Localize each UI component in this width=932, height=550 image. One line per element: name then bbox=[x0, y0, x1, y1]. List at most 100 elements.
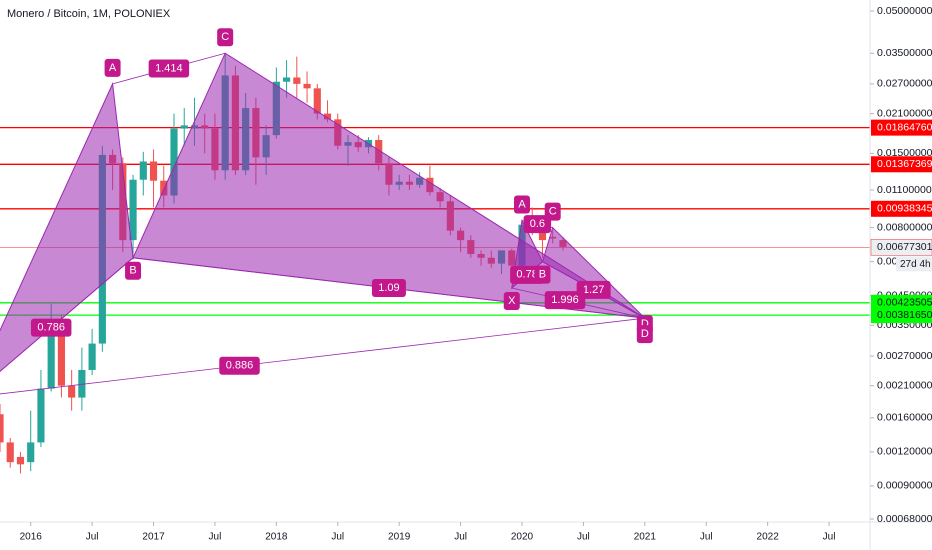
pattern-ratio-label: 0.886 bbox=[219, 356, 260, 375]
level-label: 0.01367369 bbox=[877, 158, 932, 170]
level-label: 0.00423505 bbox=[877, 297, 932, 309]
pattern-point-label-text: B bbox=[129, 265, 136, 277]
pattern-point-label-box bbox=[636, 325, 653, 344]
pattern-ratio-label-box bbox=[148, 59, 190, 78]
level-label: 0.00381650 bbox=[877, 309, 932, 321]
y-tick-label: 0.05000000 bbox=[877, 5, 932, 17]
y-tick-label: 0.02700000 bbox=[877, 78, 932, 90]
pattern-point-label-box bbox=[503, 292, 520, 311]
pattern-ratio-label-box bbox=[219, 356, 260, 375]
y-tick-label: 0.00160000 bbox=[877, 412, 932, 424]
x-tick-label: 2016 bbox=[20, 532, 43, 543]
level-label: 0.00938345 bbox=[877, 203, 932, 215]
level-label-box bbox=[871, 119, 932, 136]
pattern-point-label: C bbox=[544, 202, 561, 221]
y-tick-label: 0.00210000 bbox=[877, 380, 932, 392]
pattern-point-label: X bbox=[503, 292, 520, 311]
pattern-point-label: D bbox=[636, 325, 653, 344]
pattern-ratio-label-box bbox=[30, 318, 72, 337]
candle-body bbox=[57, 322, 65, 386]
candle-body bbox=[303, 83, 311, 89]
pattern-point-label: C bbox=[217, 28, 234, 47]
pattern-point-label-text: X bbox=[508, 295, 516, 307]
y-tick-label: 0.00800000 bbox=[877, 221, 932, 233]
plot-area: 0.786 1.414 1.09 0.886 A B C D 0.78 0.6 1.27 1.996 X… bbox=[0, 28, 870, 474]
pattern-point-label-box bbox=[104, 58, 121, 77]
pattern-ratio-label: 0.786 bbox=[30, 318, 72, 337]
candle-body bbox=[78, 369, 86, 398]
x-tick-label: Jul bbox=[86, 532, 99, 543]
candle-body bbox=[160, 180, 168, 196]
pattern-ratio-label-text: 1.414 bbox=[155, 62, 183, 74]
level-label-box bbox=[871, 294, 932, 311]
candle-body bbox=[538, 230, 547, 241]
level-label-box bbox=[871, 200, 932, 217]
pattern-point-label-text: D bbox=[641, 328, 649, 340]
x-tick-label: Jul bbox=[209, 532, 222, 543]
pattern-ratio-label-text: 0.786 bbox=[37, 322, 65, 334]
pattern-ratio-label-text: 0.78 bbox=[516, 269, 537, 281]
pattern-ratio-label-box bbox=[544, 291, 586, 310]
pattern-point-label-text: A bbox=[518, 198, 526, 210]
pattern-point-label-text: A bbox=[109, 62, 117, 74]
pattern-point-label-box bbox=[534, 265, 551, 284]
candle-body bbox=[0, 414, 4, 443]
chart-title: Monero / Bitcoin, 1M, POLONIEX bbox=[7, 8, 171, 20]
candle-body bbox=[323, 113, 332, 120]
x-tick-label: Jul bbox=[700, 532, 713, 543]
candle-body bbox=[88, 343, 96, 370]
pattern-point-label-box bbox=[514, 195, 530, 214]
x-tick-label: Jul bbox=[577, 532, 590, 543]
pattern-ratio-label: 1.414 bbox=[148, 59, 190, 78]
y-tick-label: 0.00090000 bbox=[877, 480, 932, 492]
candle-body bbox=[47, 322, 55, 389]
candle-body bbox=[293, 77, 301, 84]
candle-body bbox=[27, 442, 35, 463]
pattern-ratio-line bbox=[0, 317, 645, 395]
level-label-box bbox=[871, 156, 932, 173]
x-tick-label: Jul bbox=[331, 532, 344, 543]
pattern-ratio-label-text: 0.6 bbox=[530, 218, 545, 230]
pattern-ratio-label: 1.996 bbox=[544, 291, 586, 310]
y-tick-label: 0.00270000 bbox=[877, 350, 932, 362]
level-label-box bbox=[871, 307, 932, 324]
candle-body bbox=[313, 88, 321, 114]
y-tick-label: 0.01100000 bbox=[877, 184, 932, 196]
level-label: 0.01864760 bbox=[877, 121, 932, 133]
x-tick-label: 2017 bbox=[142, 532, 165, 543]
x-tick-label: 2022 bbox=[757, 532, 780, 543]
pattern-ratio-label-text: 1.27 bbox=[583, 284, 604, 296]
y-tick-label: 0.02100000 bbox=[877, 107, 932, 119]
countdown-label: 27d 4h bbox=[900, 259, 931, 270]
candle-body bbox=[283, 77, 291, 82]
pattern-ratio-label-text: 1.09 bbox=[378, 282, 399, 294]
pattern-point-label: B bbox=[125, 261, 142, 280]
pattern-point-label-box bbox=[217, 28, 234, 47]
pattern-point-label: B bbox=[534, 265, 551, 284]
pattern-ratio-label: 0.6 bbox=[523, 215, 552, 234]
last-price-label: 0.00677301 bbox=[877, 241, 932, 253]
y-tick-label: 0.00068000 bbox=[877, 513, 932, 525]
y-tick-label: 0.03500000 bbox=[877, 47, 932, 59]
candle-body bbox=[129, 179, 137, 241]
pattern-point-label-text: B bbox=[539, 269, 546, 281]
candle-body bbox=[170, 128, 178, 196]
candle-body bbox=[68, 385, 76, 398]
axes: 0.05000000 0.03500000 0.02700000 0.02100000… bbox=[20, 5, 932, 543]
x-tick-label: Jul bbox=[823, 532, 836, 543]
pattern-point-label: A bbox=[104, 58, 121, 77]
last-price-box bbox=[870, 239, 932, 256]
y-tick-label: 0.00120000 bbox=[877, 446, 932, 458]
pattern-ratio-label-text: 1.996 bbox=[551, 294, 579, 306]
pattern-point-label-text: D bbox=[641, 318, 649, 330]
pattern-ratio-label-box bbox=[371, 278, 406, 297]
candle-body bbox=[149, 161, 158, 181]
pattern-ratio-label-box bbox=[523, 215, 552, 234]
candle-body bbox=[180, 125, 188, 129]
pattern-ratio-label: 1.09 bbox=[371, 278, 406, 297]
countdown-box bbox=[896, 256, 932, 272]
pattern-point-label-box bbox=[125, 261, 142, 280]
x-tick-label: Jul bbox=[454, 532, 467, 543]
y-tick-label: 0.01500000 bbox=[877, 147, 932, 159]
